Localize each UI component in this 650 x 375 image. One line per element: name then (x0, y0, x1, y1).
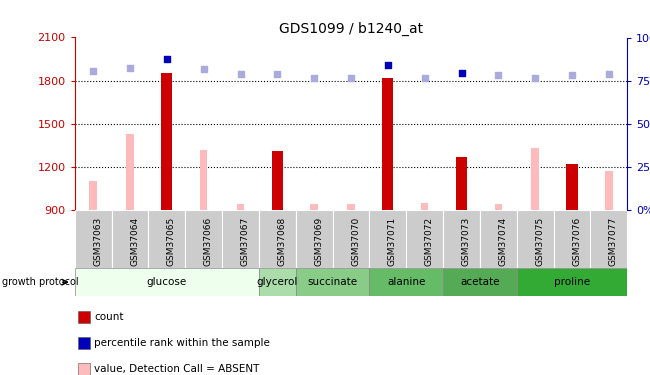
Point (419, 75, 430, 81)
Text: GSM37069: GSM37069 (314, 217, 323, 266)
Text: proline: proline (554, 277, 590, 287)
Bar (161, 74, 172, 210)
Bar (148, 210, 185, 268)
Point (456, 70, 467, 76)
Bar (222, 210, 259, 268)
Bar (112, 210, 148, 268)
Bar (126, 134, 134, 210)
Bar (605, 171, 612, 210)
Bar (296, 268, 369, 296)
Title: GDS1099 / b1240_at: GDS1099 / b1240_at (279, 22, 423, 36)
Bar (259, 210, 296, 268)
Bar (443, 210, 480, 268)
Bar (406, 210, 443, 268)
Bar (517, 210, 554, 268)
Bar (333, 210, 369, 268)
Point (383, 62, 393, 68)
Bar (272, 151, 283, 210)
Text: GSM37074: GSM37074 (499, 217, 508, 266)
Text: value, Detection Call = ABSENT: value, Detection Call = ABSENT (94, 364, 259, 374)
Text: glycerol: glycerol (257, 277, 298, 287)
Bar (369, 210, 406, 268)
Bar (369, 268, 443, 296)
Text: GSM37071: GSM37071 (388, 217, 397, 266)
Text: GSM37066: GSM37066 (203, 217, 213, 266)
Bar (456, 157, 467, 210)
Point (88, 68, 98, 74)
Text: alanine: alanine (387, 277, 426, 287)
Bar (296, 210, 333, 268)
Point (125, 64, 135, 70)
Text: succinate: succinate (307, 277, 358, 287)
Point (530, 75, 540, 81)
Bar (77, 310, 90, 323)
Text: GSM37073: GSM37073 (462, 217, 471, 266)
Point (272, 71, 283, 77)
Point (235, 71, 246, 77)
Point (567, 72, 577, 78)
Text: GSM37067: GSM37067 (240, 217, 250, 266)
Text: GSM37076: GSM37076 (572, 217, 581, 266)
Bar (75, 210, 112, 268)
Bar (532, 148, 539, 210)
Bar (421, 203, 428, 210)
Bar (77, 337, 90, 350)
Text: GSM37072: GSM37072 (424, 217, 434, 266)
Bar (90, 181, 97, 210)
Text: GSM37065: GSM37065 (167, 217, 176, 266)
Point (493, 72, 504, 78)
Point (346, 75, 356, 81)
Point (604, 71, 614, 77)
Bar (382, 78, 393, 210)
Bar (554, 210, 590, 268)
Bar (311, 204, 318, 210)
Bar (77, 363, 90, 375)
Point (198, 66, 209, 72)
Text: GSM37063: GSM37063 (93, 217, 102, 266)
Text: percentile rank within the sample: percentile rank within the sample (94, 338, 270, 348)
Bar (259, 268, 296, 296)
Point (162, 56, 172, 62)
Bar (567, 164, 578, 210)
Bar (185, 210, 222, 268)
Bar (517, 268, 627, 296)
Text: GSM37077: GSM37077 (609, 217, 618, 266)
Bar (495, 204, 502, 210)
Bar (75, 268, 259, 296)
Text: growth protocol: growth protocol (2, 277, 79, 287)
Text: acetate: acetate (460, 277, 500, 287)
Bar (347, 204, 355, 210)
Point (309, 75, 319, 81)
Text: count: count (94, 312, 124, 322)
Bar (590, 210, 627, 268)
Text: GSM37075: GSM37075 (535, 217, 544, 266)
Bar (480, 210, 517, 268)
Text: GSM37068: GSM37068 (278, 217, 287, 266)
Bar (443, 268, 517, 296)
Text: GSM37070: GSM37070 (351, 217, 360, 266)
Bar (237, 204, 244, 210)
Text: GSM37064: GSM37064 (130, 217, 139, 266)
Text: glucose: glucose (147, 277, 187, 287)
Bar (200, 150, 207, 210)
